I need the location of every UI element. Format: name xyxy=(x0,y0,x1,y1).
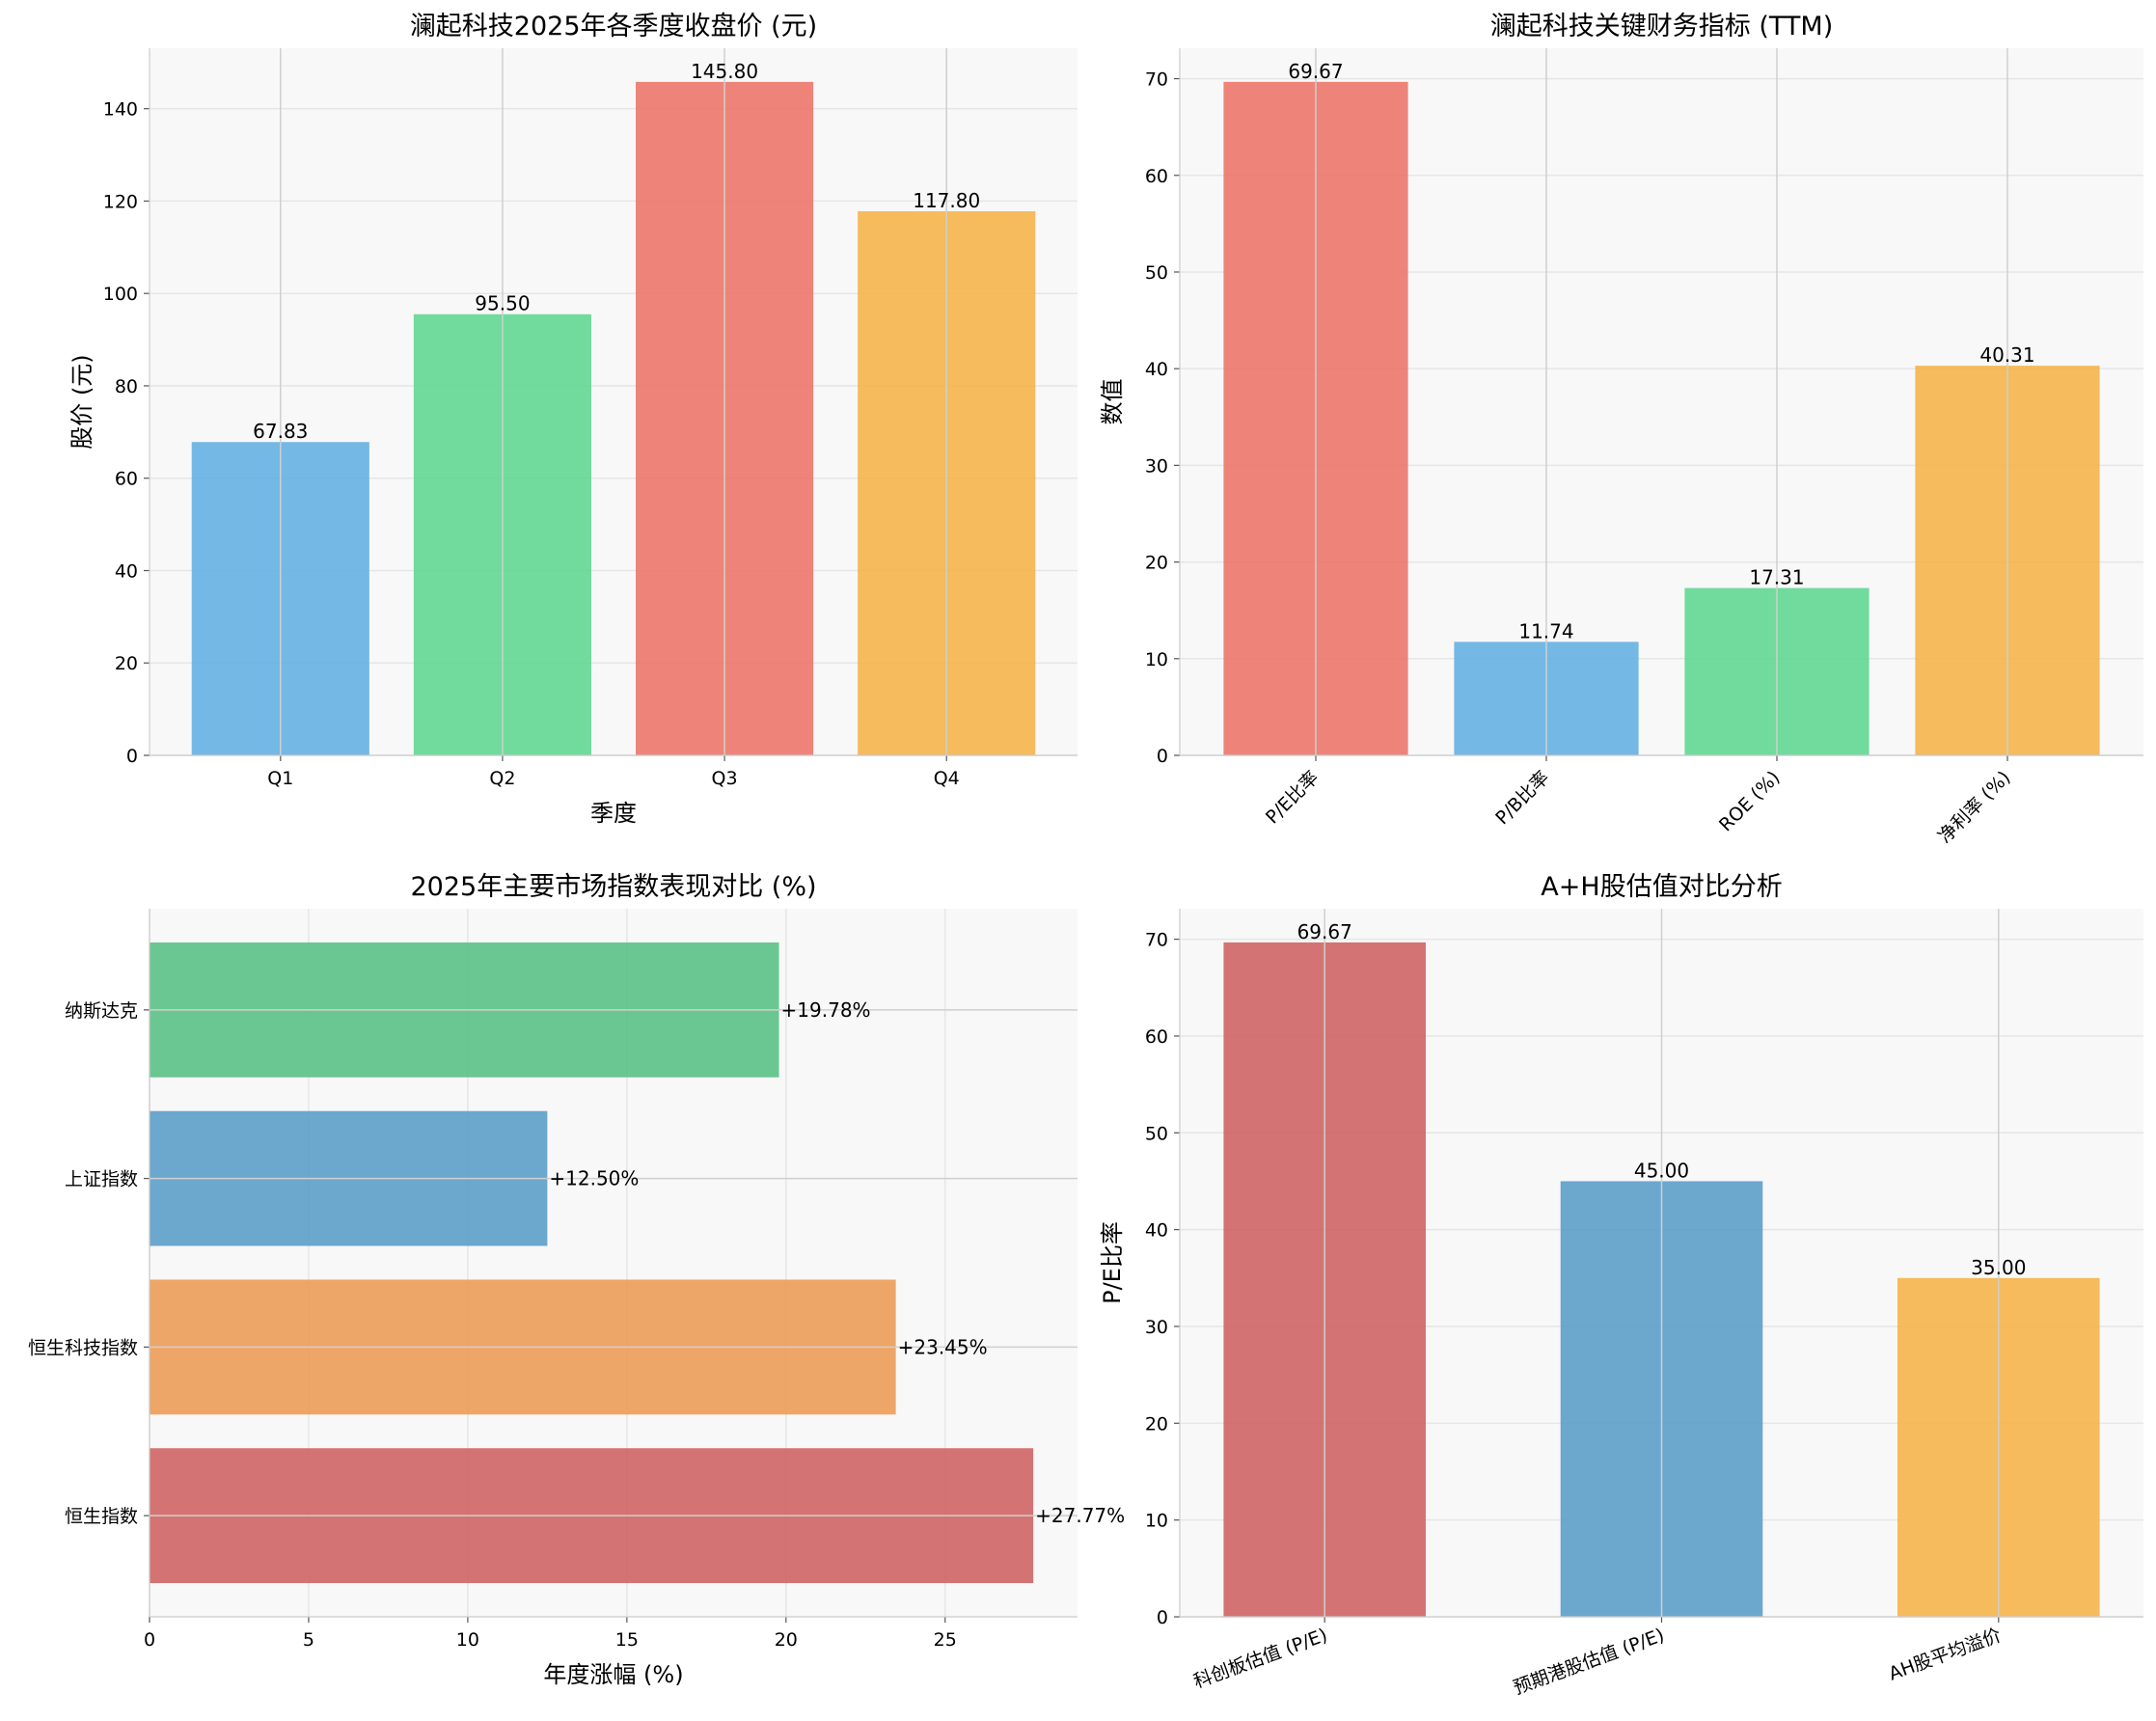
tick-label-x: Q2 xyxy=(489,768,515,789)
tick-label-y: 0 xyxy=(126,746,138,767)
tick-label-y: 纳斯达克 xyxy=(65,1000,138,1022)
chart-title: 澜起科技关键财务指标 (TTM) xyxy=(1490,12,1833,41)
data-label: +19.78% xyxy=(781,998,871,1022)
tick-label-y: 140 xyxy=(103,99,138,121)
data-label: +12.50% xyxy=(549,1167,639,1190)
chart-title: 2025年主要市场指数表现对比 (%) xyxy=(410,872,816,902)
tick-label-x: Q3 xyxy=(712,768,738,789)
data-label: 69.67 xyxy=(1288,60,1343,83)
data-label: 69.67 xyxy=(1297,920,1352,943)
tick-label-y: 60 xyxy=(115,469,138,490)
tick-label-x: 10 xyxy=(456,1629,479,1651)
x-axis-label: 年度涨幅 (%) xyxy=(543,1661,683,1688)
chart-title: A+H股估值对比分析 xyxy=(1541,872,1782,902)
tick-label-y: 20 xyxy=(1145,553,1168,574)
tick-label-y: 80 xyxy=(115,376,138,397)
tick-label-y: 40 xyxy=(115,560,138,582)
data-label: 117.80 xyxy=(913,189,980,212)
y-axis-label: 数值 xyxy=(1099,379,1126,425)
tick-label-x: 20 xyxy=(775,1629,798,1651)
tick-label-y: 40 xyxy=(1145,1220,1168,1242)
data-label: 40.31 xyxy=(1979,343,2034,367)
tick-label-x: 净利率 (%) xyxy=(1934,767,2014,847)
y-axis-label: 股价 (元) xyxy=(68,354,96,449)
tick-label-y: 120 xyxy=(103,191,138,212)
tick-label-y: 10 xyxy=(1145,649,1168,670)
tick-label-y: 100 xyxy=(103,284,138,305)
chart-3: 2025年主要市场指数表现对比 (%) +27.77% 恒生指数 +23.45% 恒生科… xyxy=(28,872,1125,1688)
tick-label-x: Q1 xyxy=(267,768,293,789)
tick-label-y: 20 xyxy=(1145,1413,1168,1434)
data-label: 11.74 xyxy=(1518,619,1573,642)
tick-label-x: AH股平均溢价 xyxy=(1886,1625,2004,1685)
tick-label-x: P/B比率 xyxy=(1491,767,1553,829)
tick-label-x: 0 xyxy=(144,1629,155,1651)
tick-label-y: 70 xyxy=(1145,69,1168,91)
data-label: 35.00 xyxy=(1971,1256,2026,1279)
tick-label-y: 恒生科技指数 xyxy=(28,1337,138,1358)
data-label: +23.45% xyxy=(898,1335,988,1358)
chart-1: 澜起科技2025年各季度收盘价 (元) 67.83 Q1 95.50 Q2 145.80 Q… xyxy=(68,12,1078,827)
tick-label-x: 25 xyxy=(934,1629,957,1651)
data-label: +27.77% xyxy=(1035,1504,1125,1527)
tick-label-x: 预期港股估值 (P/E) xyxy=(1511,1625,1667,1699)
tick-label-y: 上证指数 xyxy=(65,1169,138,1190)
data-label: 95.50 xyxy=(475,292,530,315)
tick-label-y: 恒生指数 xyxy=(65,1506,138,1527)
tick-label-x: 15 xyxy=(615,1629,639,1651)
tick-label-x: P/E比率 xyxy=(1262,767,1324,829)
data-label: 45.00 xyxy=(1634,1159,1689,1182)
data-label: 17.31 xyxy=(1749,566,1804,589)
tick-label-x: 5 xyxy=(303,1629,314,1651)
y-axis-label: P/E比率 xyxy=(1099,1221,1126,1304)
x-axis-label: 季度 xyxy=(590,800,637,827)
tick-label-y: 0 xyxy=(1157,1607,1168,1628)
tick-label-y: 30 xyxy=(1145,455,1168,477)
tick-label-y: 60 xyxy=(1145,1026,1168,1048)
tick-label-y: 40 xyxy=(1145,359,1168,380)
chart-title: 澜起科技2025年各季度收盘价 (元) xyxy=(410,12,817,41)
tick-label-y: 50 xyxy=(1145,262,1168,284)
tick-label-x: 科创板估值 (P/E) xyxy=(1190,1625,1329,1693)
tick-label-y: 60 xyxy=(1145,166,1168,187)
data-label: 67.83 xyxy=(253,420,308,443)
tick-label-x: Q4 xyxy=(934,768,960,789)
chart-4: A+H股估值对比分析 69.67 科创板估值 (P/E) 45.00 预期港股估值 (P… xyxy=(1099,872,2143,1699)
tick-label-y: 10 xyxy=(1145,1511,1168,1532)
tick-label-y: 0 xyxy=(1157,746,1168,767)
chart-2: 澜起科技关键财务指标 (TTM) 69.67 P/E比率 11.74 P/B比率 17.3… xyxy=(1099,12,2143,847)
data-label: 145.80 xyxy=(691,60,758,83)
tick-label-y: 20 xyxy=(115,653,138,674)
tick-label-x: ROE (%) xyxy=(1715,767,1784,835)
tick-label-y: 50 xyxy=(1145,1123,1168,1144)
tick-label-y: 30 xyxy=(1145,1317,1168,1338)
tick-label-y: 70 xyxy=(1145,930,1168,951)
